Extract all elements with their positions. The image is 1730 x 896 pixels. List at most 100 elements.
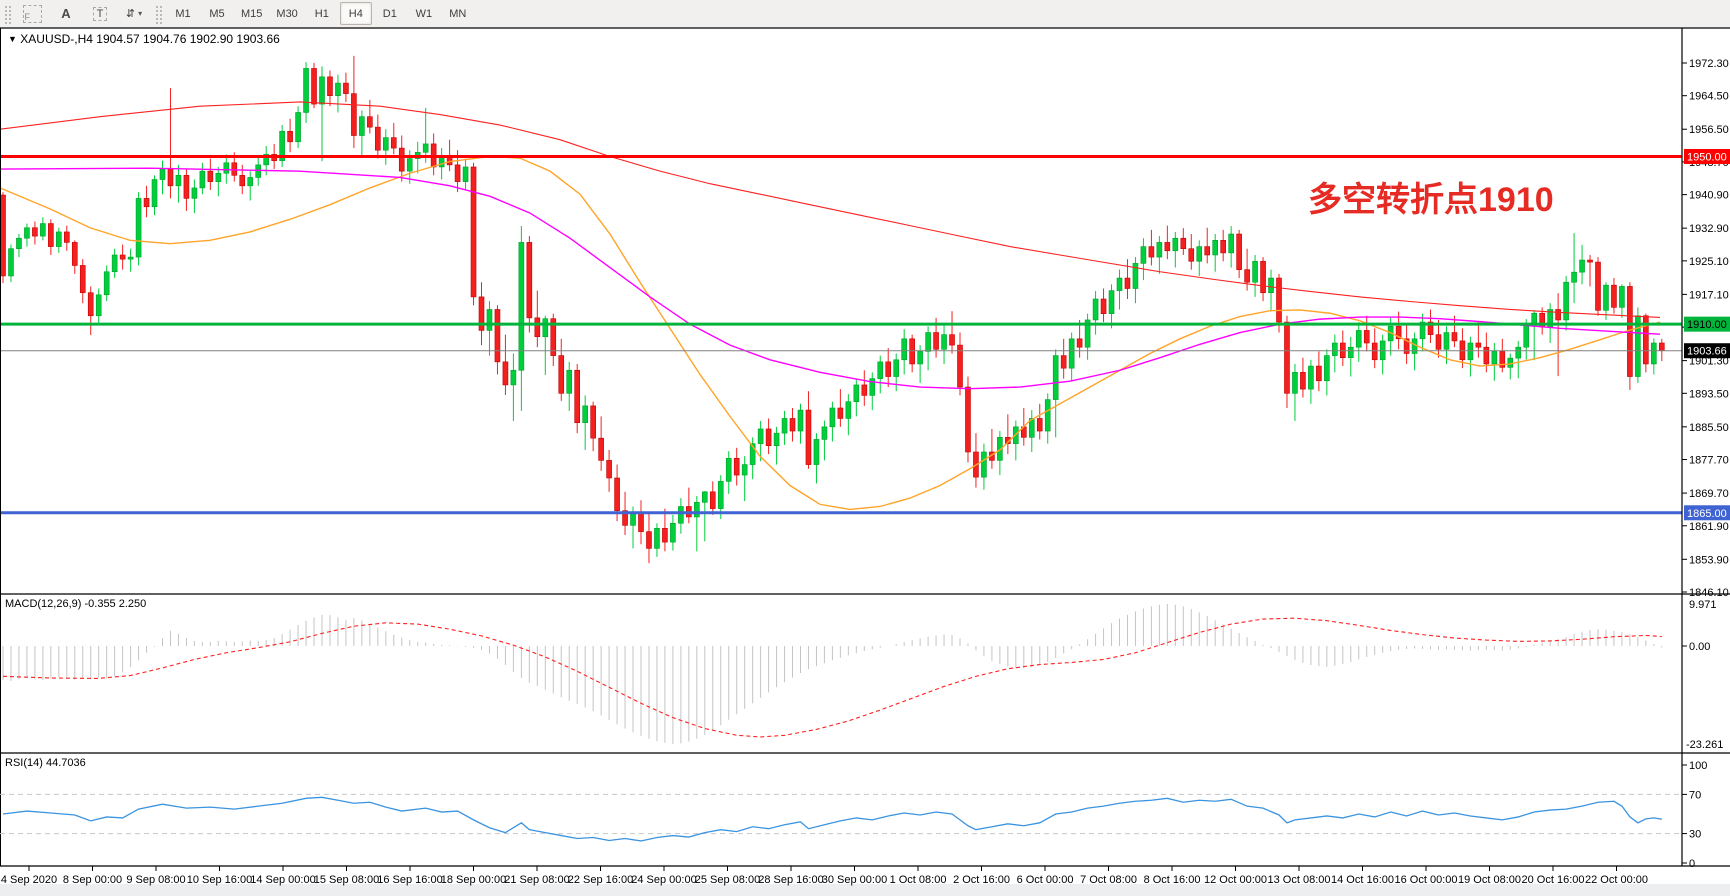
price-tick-label: 1861.90 <box>1689 521 1729 533</box>
candle-body <box>797 409 804 432</box>
candle-body <box>1236 233 1242 270</box>
candle-body <box>295 112 301 143</box>
chart-properties-f-icon[interactable]: F <box>16 2 48 25</box>
candle-body <box>630 512 636 526</box>
price-tick-label: 1932.90 <box>1689 223 1729 235</box>
timeframe-button-mn[interactable]: MN <box>449 7 467 20</box>
candle-body <box>478 296 485 331</box>
candle-body <box>582 405 588 423</box>
candle-body <box>422 143 429 153</box>
candle-body <box>654 527 660 549</box>
text-label-t-icon[interactable]: T <box>84 2 116 25</box>
date-label: 8 Oct 16:00 <box>1144 874 1201 886</box>
candle-body <box>247 177 254 187</box>
candle-body <box>1395 325 1402 340</box>
candle-body <box>1483 346 1490 365</box>
timeframe-button-m1[interactable]: M1 <box>175 7 191 20</box>
timeframe-button-h4[interactable]: H4 <box>339 2 372 25</box>
candle-body <box>1188 248 1195 262</box>
price-tick-label: 1853.90 <box>1689 554 1729 566</box>
candle-body <box>933 332 939 350</box>
candle-body <box>893 359 900 377</box>
date-label: 6 Oct 00:00 <box>1017 874 1074 886</box>
candle-body <box>590 405 596 439</box>
candle-body <box>1579 259 1585 273</box>
date-label: 2 Oct 16:00 <box>953 874 1010 886</box>
date-label: 15 Sep 08:00 <box>314 874 379 886</box>
candle-body <box>359 116 365 136</box>
candle-body <box>1092 298 1099 321</box>
candle-body <box>749 443 756 465</box>
candle-body <box>805 409 812 465</box>
candle-body <box>1324 355 1330 382</box>
candle-body <box>1212 240 1218 256</box>
candle-body <box>941 334 947 350</box>
candle-body <box>781 418 788 434</box>
candle-body <box>853 384 860 402</box>
candle-body <box>574 369 581 423</box>
candle-body <box>1531 312 1537 325</box>
candle-body <box>1347 346 1354 358</box>
price-tick-label: 1917.10 <box>1689 289 1729 301</box>
timeframe-button-m15[interactable]: M15 <box>241 7 263 20</box>
timeframe-button-m30[interactable]: M30 <box>276 7 298 20</box>
macd-zero-label: 0.00 <box>1689 641 1710 653</box>
candle-body <box>1308 365 1314 390</box>
candle-body <box>1228 233 1234 254</box>
candle-body <box>1443 332 1450 350</box>
candle-body <box>79 265 86 294</box>
candle-body <box>351 93 357 136</box>
candle-body <box>1363 330 1370 344</box>
candle-body <box>390 137 397 149</box>
date-label: 4 Sep 2020 <box>1 874 57 886</box>
price-tick-label: 1940.90 <box>1689 190 1729 202</box>
candle-body <box>997 437 1003 461</box>
candle-body <box>343 82 349 94</box>
candle-body <box>1108 290 1115 314</box>
candle-body <box>829 407 836 428</box>
candle-body <box>199 170 206 189</box>
candle-body <box>207 170 214 182</box>
toolbar-grip[interactable] <box>154 3 163 24</box>
candle-body <box>598 437 604 461</box>
status-strip <box>0 884 1730 896</box>
timeframe-button-w1[interactable]: W1 <box>415 7 433 20</box>
candle-body <box>709 491 716 509</box>
candle-body <box>1132 263 1139 289</box>
timeframe-button-h1[interactable]: H1 <box>314 7 329 20</box>
candle-body <box>56 231 62 247</box>
date-label: 13 Oct 08:00 <box>1268 874 1331 886</box>
candle-body <box>1140 246 1147 264</box>
timeframe-button-m5[interactable]: M5 <box>209 7 225 20</box>
candle-body <box>1635 315 1641 377</box>
chart-canvas[interactable]: 1972.301964.501956.501948.701940.901932.… <box>0 27 1730 896</box>
candle-body <box>0 194 6 277</box>
date-label: 22 Oct 00:00 <box>1585 874 1648 886</box>
price-badge-text: 1950.00 <box>1687 151 1727 163</box>
candle-body <box>127 256 134 260</box>
font-a-icon[interactable]: A <box>61 6 71 21</box>
candle-body <box>175 175 182 187</box>
candle-body <box>1036 418 1043 432</box>
toolbar-grip[interactable] <box>3 3 12 24</box>
candle-body <box>558 355 565 394</box>
candle-body <box>1499 351 1506 368</box>
candle-body <box>646 531 652 549</box>
candle-body <box>327 76 333 96</box>
candle-body <box>1172 237 1179 252</box>
candle-body <box>1116 277 1123 291</box>
candle-body <box>103 271 110 296</box>
price-badge-text: 1910.00 <box>1687 319 1727 331</box>
candle-body <box>1659 342 1665 351</box>
arrow-objects-icon[interactable]: ⇵ ▾ <box>125 8 143 20</box>
candle-body <box>1204 246 1211 256</box>
date-label: 9 Sep 08:00 <box>126 874 185 886</box>
date-label: 20 Oct 16:00 <box>1522 874 1585 886</box>
candle-body <box>1052 355 1059 400</box>
candle-body <box>877 361 884 379</box>
candle-body <box>1603 284 1609 311</box>
timeframe-button-d1[interactable]: D1 <box>382 7 397 20</box>
candle-body <box>622 510 628 526</box>
candle-body <box>741 464 748 476</box>
date-label: 14 Sep 00:00 <box>250 874 315 886</box>
